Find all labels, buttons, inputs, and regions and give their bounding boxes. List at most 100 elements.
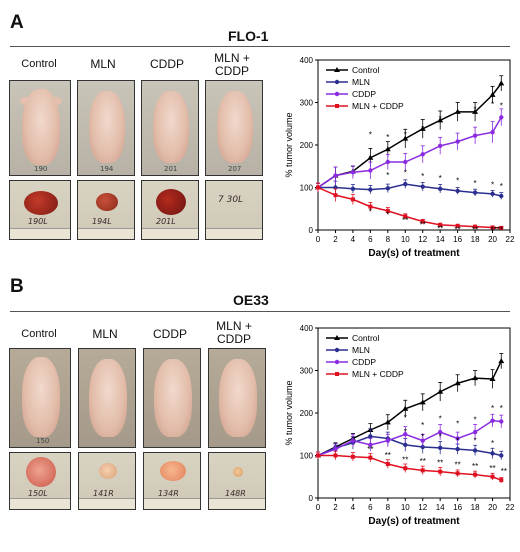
tumor-photo-mln-cddp: 148R	[208, 452, 266, 510]
data-point	[499, 419, 504, 424]
data-point	[420, 184, 425, 189]
data-point	[472, 375, 479, 381]
y-tick-label: 0	[309, 226, 314, 235]
data-point	[384, 146, 391, 152]
x-tick-label: 8	[386, 503, 391, 512]
data-point	[403, 442, 408, 448]
mouse-ear	[20, 97, 30, 105]
ruler	[10, 498, 70, 509]
x-tick-label: 12	[418, 503, 427, 512]
legend-label: Control	[352, 65, 380, 75]
x-tick-label: 14	[436, 235, 445, 244]
x-tick-label: 4	[351, 503, 356, 512]
significance-marker: *	[456, 176, 459, 185]
series-line-control	[317, 360, 502, 457]
mouse-tag: 150	[36, 437, 50, 445]
ruler	[78, 228, 134, 239]
group-label-mln-cddp: MLN + CDDP	[216, 319, 252, 346]
x-tick-label: 18	[471, 235, 480, 244]
tumor-tag: 201L	[156, 217, 176, 226]
significance-marker: *	[386, 420, 389, 429]
data-point	[403, 214, 408, 219]
data-point	[368, 168, 373, 173]
data-point	[437, 445, 443, 451]
mouse-photo-mln-cddp: 207	[205, 80, 263, 176]
panel-title: OE33	[233, 292, 269, 308]
x-tick-label: 12	[418, 235, 427, 244]
data-point	[499, 453, 504, 458]
significance-marker: *	[386, 210, 389, 219]
series-line-mln-cddp	[317, 186, 502, 229]
y-tick-label: 100	[300, 452, 314, 461]
y-axis-label: % tumor volume	[284, 380, 294, 445]
mouse-body	[154, 359, 192, 437]
significance-marker: *	[500, 182, 503, 191]
ruler	[144, 498, 200, 509]
data-point	[472, 133, 478, 138]
data-point	[385, 159, 391, 165]
significance-marker: *	[421, 124, 424, 133]
data-point	[403, 432, 408, 437]
data-point	[350, 186, 356, 191]
group-label-mln-cddp: MLN + CDDP	[214, 51, 250, 78]
significance-marker: *	[491, 439, 494, 448]
data-point	[350, 454, 355, 459]
tumor-tag: 150L	[28, 489, 48, 498]
x-tick-label: 20	[488, 503, 497, 512]
significance-marker: *	[421, 432, 424, 441]
legend-marker	[334, 359, 340, 365]
data-point	[316, 185, 320, 190]
ruler	[206, 228, 262, 239]
data-point	[489, 91, 496, 97]
legend-marker	[335, 104, 339, 108]
y-tick-label: 100	[300, 184, 314, 193]
legend-marker	[335, 372, 339, 376]
data-point	[437, 117, 444, 123]
data-point	[455, 188, 460, 194]
data-point	[498, 80, 505, 86]
data-point	[490, 225, 495, 230]
legend-marker	[334, 67, 340, 72]
tumor-photo-cddp: 134R	[143, 452, 201, 510]
data-point	[455, 471, 460, 476]
data-point	[472, 429, 478, 435]
mouse-body	[219, 359, 257, 437]
mouse-body	[153, 91, 189, 163]
y-tick-label: 300	[300, 367, 314, 376]
tumor-photo-control: 150L	[9, 452, 71, 510]
legend-marker	[334, 335, 340, 340]
data-point	[454, 108, 461, 114]
tumor-tag: 148R	[225, 489, 246, 498]
legend-label: CDDP	[352, 357, 376, 367]
ruler	[209, 498, 265, 509]
data-point	[368, 455, 373, 460]
group-label-cddp: CDDP	[152, 327, 187, 341]
ruler	[79, 498, 135, 509]
title-rule	[10, 311, 510, 312]
data-point	[385, 186, 391, 191]
series-line-cddp	[317, 116, 502, 189]
x-tick-label: 0	[316, 503, 321, 512]
x-tick-label: 16	[453, 503, 462, 512]
data-point	[438, 222, 443, 227]
ruler	[142, 228, 198, 239]
significance-marker: **	[455, 460, 461, 469]
tumor-tag: 141R	[93, 489, 114, 498]
significance-marker: *	[386, 171, 389, 180]
y-tick-label: 400	[300, 56, 314, 65]
tumor-photo-control: 190L	[9, 180, 71, 240]
data-point	[437, 143, 443, 149]
data-point	[350, 197, 355, 202]
group-label-control: Control	[21, 58, 57, 70]
series-line-mln	[318, 183, 502, 197]
mouse-tag: 194	[100, 165, 114, 173]
significance-marker: *	[369, 130, 372, 139]
mouse-photo-control: 190	[9, 80, 71, 176]
mouse-photo-mln	[78, 348, 136, 448]
significance-marker: *	[474, 105, 477, 114]
tumor-photo-cddp: 201L	[141, 180, 199, 240]
significance-marker: **	[437, 225, 443, 234]
y-tick-label: 200	[300, 141, 314, 150]
mouse-tag: 190	[34, 165, 48, 173]
mouse-body	[22, 357, 60, 437]
